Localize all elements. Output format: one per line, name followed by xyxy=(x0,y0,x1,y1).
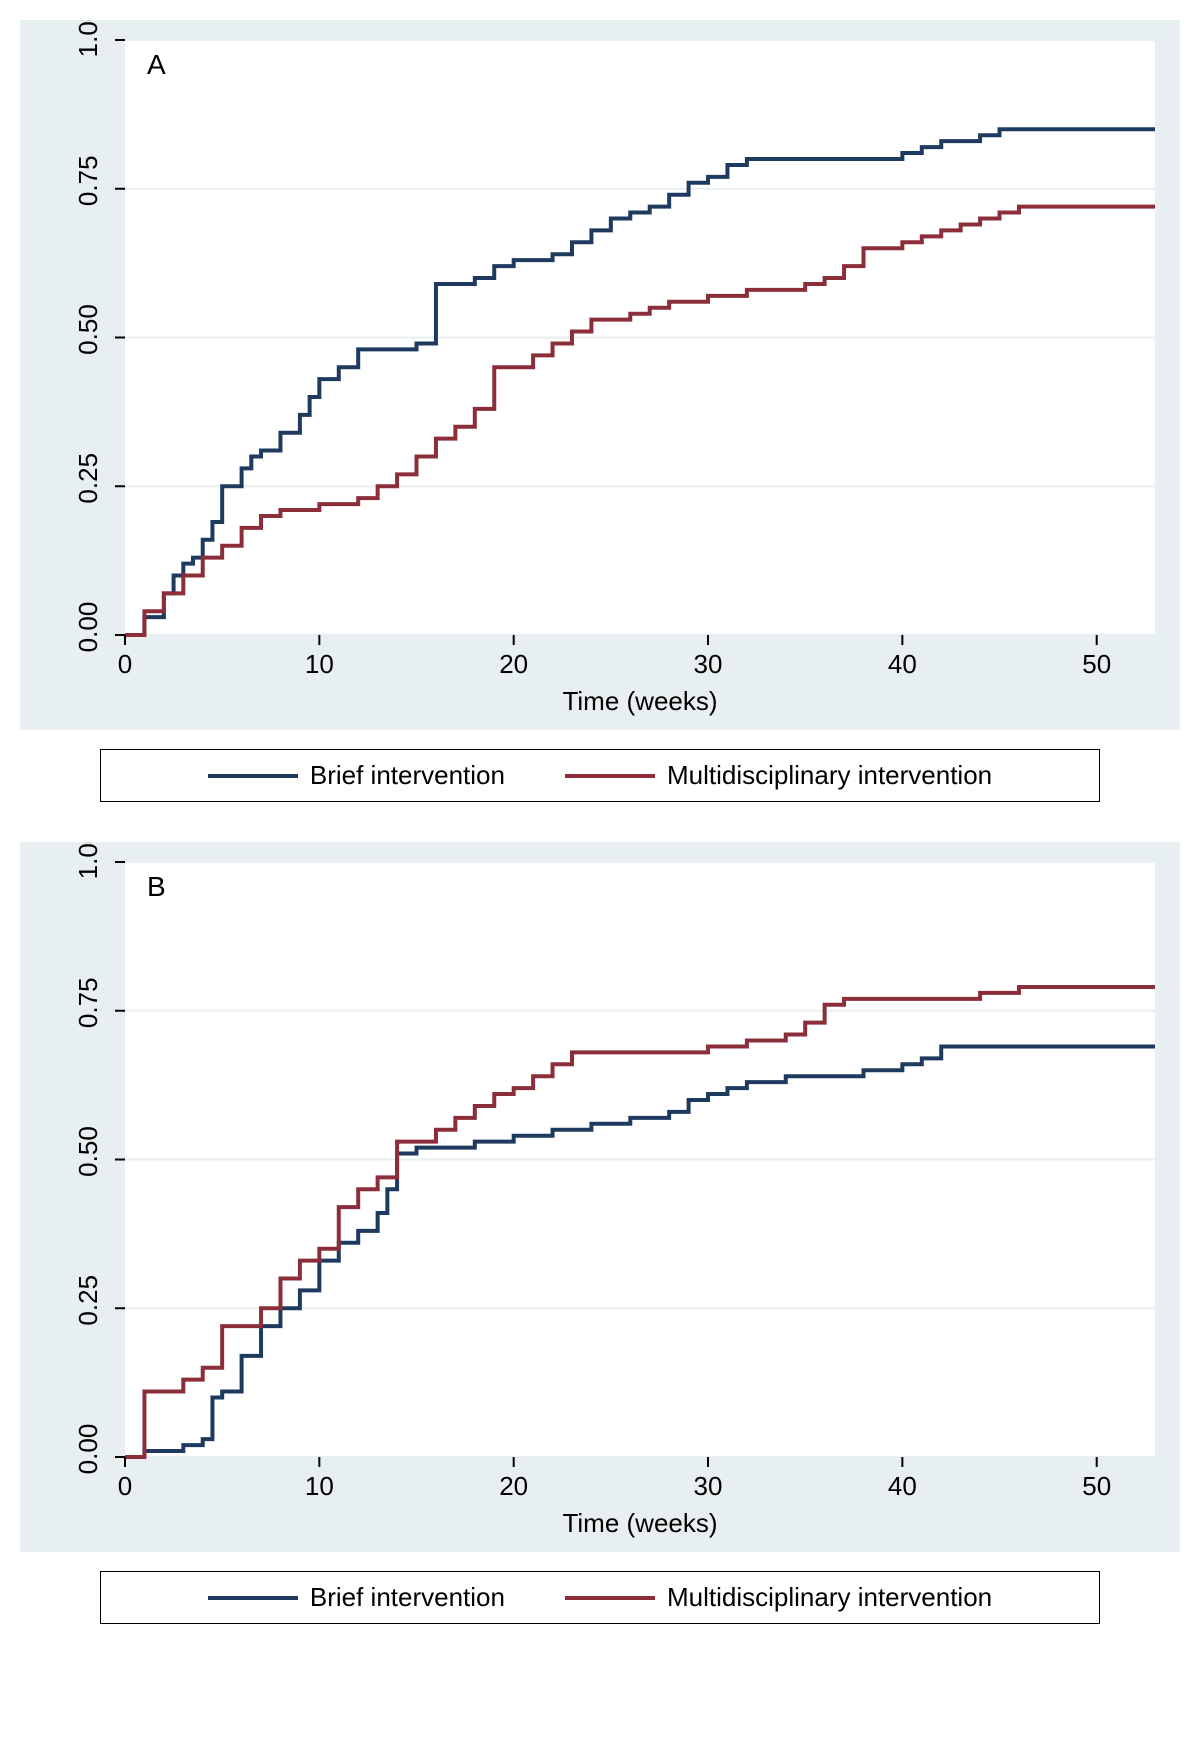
legend-swatch xyxy=(565,774,655,778)
x-tick-label: 30 xyxy=(694,1471,723,1501)
legend-item: Brief intervention xyxy=(208,1582,505,1613)
x-axis-label: Time (weeks) xyxy=(562,686,717,716)
legend-swatch xyxy=(208,774,298,778)
x-tick-label: 10 xyxy=(305,1471,334,1501)
legend-item: Multidisciplinary intervention xyxy=(565,1582,992,1613)
panel-b-svg: 0 10 20 30 40 50 Time (weeks) 0.00 0.25 0.50 0.75 1… xyxy=(20,842,1180,1552)
x-tick-label: 40 xyxy=(888,649,917,679)
legend-label: Brief intervention xyxy=(310,760,505,791)
panel-label: A xyxy=(147,49,166,80)
legend-swatch xyxy=(208,1596,298,1600)
x-tick-label: 30 xyxy=(694,649,723,679)
panel-a: 0 10 20 30 40 50 Time (weeks) 0.00 0.25 0.50 0.75 1… xyxy=(0,0,1200,822)
legend-a: Brief intervention Multidisciplinary int… xyxy=(100,749,1100,802)
legend-label: Multidisciplinary intervention xyxy=(667,760,992,791)
x-tick-label: 50 xyxy=(1082,649,1111,679)
legend-label: Brief intervention xyxy=(310,1582,505,1613)
legend-b: Brief intervention Multidisciplinary int… xyxy=(100,1571,1100,1624)
x-tick-label: 0 xyxy=(118,649,132,679)
x-tick-label: 10 xyxy=(305,649,334,679)
y-tick-label: 1.00 xyxy=(73,842,103,879)
y-tick-label: 0.25 xyxy=(73,453,103,504)
x-tick-label: 40 xyxy=(888,1471,917,1501)
x-tick-label: 20 xyxy=(499,1471,528,1501)
y-tick-label: 0.00 xyxy=(73,1424,103,1475)
x-tick-label: 0 xyxy=(118,1471,132,1501)
y-tick-label: 0.00 xyxy=(73,602,103,653)
y-tick-label: 1.00 xyxy=(73,20,103,57)
legend-item: Multidisciplinary intervention xyxy=(565,760,992,791)
panel-b: 0 10 20 30 40 50 Time (weeks) 0.00 0.25 0.50 0.75 1… xyxy=(0,822,1200,1644)
x-tick-label: 20 xyxy=(499,649,528,679)
x-axis-label: Time (weeks) xyxy=(562,1508,717,1538)
figure-container: 0 10 20 30 40 50 Time (weeks) 0.00 0.25 0.50 0.75 1… xyxy=(0,0,1200,1644)
panel-label: B xyxy=(147,871,166,902)
y-tick-label: 0.75 xyxy=(73,155,103,206)
x-tick-label: 50 xyxy=(1082,1471,1111,1501)
legend-swatch xyxy=(565,1596,655,1600)
legend-item: Brief intervention xyxy=(208,760,505,791)
legend-label: Multidisciplinary intervention xyxy=(667,1582,992,1613)
y-tick-label: 0.25 xyxy=(73,1275,103,1326)
panel-a-svg: 0 10 20 30 40 50 Time (weeks) 0.00 0.25 0.50 0.75 1… xyxy=(20,20,1180,730)
y-tick-label: 0.75 xyxy=(73,977,103,1028)
y-tick-label: 0.50 xyxy=(73,1126,103,1177)
y-tick-label: 0.50 xyxy=(73,304,103,355)
